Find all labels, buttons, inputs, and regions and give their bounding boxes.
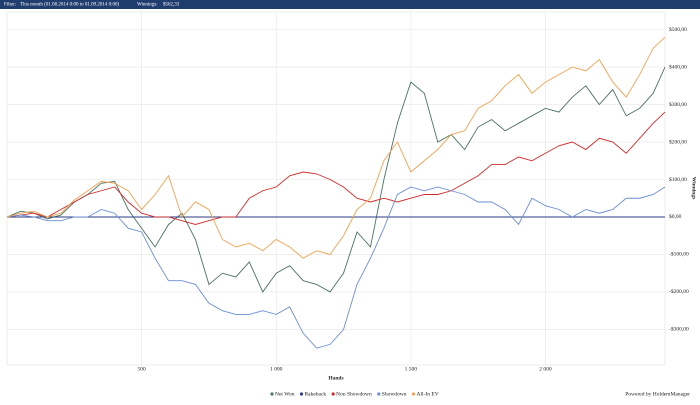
y-tick-label: $400,00 bbox=[669, 63, 687, 70]
header-bar bbox=[0, 0, 700, 9]
legend-marker bbox=[411, 392, 416, 396]
filter-text: This month (01.08.2014 0:00 to 01.09.201… bbox=[20, 3, 120, 8]
series-line bbox=[6, 186, 666, 349]
legend-marker bbox=[377, 392, 381, 396]
series-line bbox=[6, 36, 666, 259]
x-tick-label: 1 500 bbox=[405, 366, 418, 372]
filter-label: Filter: bbox=[4, 3, 16, 8]
y-tick-label: $100,00 bbox=[669, 176, 687, 183]
legend-marker bbox=[299, 392, 304, 396]
y-tick-label: $500,00 bbox=[669, 26, 687, 33]
legend-marker bbox=[270, 392, 274, 396]
legend-label: All-In EV bbox=[417, 391, 439, 397]
y-tick-label: $300,00 bbox=[669, 101, 687, 108]
legend-label: Showdown bbox=[382, 391, 407, 397]
plot-area bbox=[6, 11, 666, 366]
legend-label: Net Won bbox=[275, 391, 295, 397]
y-tick-label: -$100,00 bbox=[669, 251, 689, 258]
series-line bbox=[6, 111, 666, 225]
watermark: Powered by HoldemManager bbox=[625, 391, 690, 397]
legend-marker bbox=[331, 392, 335, 396]
x-axis-title: Hands bbox=[328, 375, 343, 381]
y-tick-label: $200,00 bbox=[669, 138, 687, 145]
legend-label: Rakeback bbox=[304, 391, 326, 397]
y-tick-label: $0,00 bbox=[669, 213, 682, 220]
y-tick-label: -$300,00 bbox=[669, 326, 689, 333]
x-tick-label: 500 bbox=[137, 366, 146, 372]
x-tick-label: 1 000 bbox=[270, 366, 283, 372]
y-tick-label: -$200,00 bbox=[669, 288, 689, 295]
x-tick-label: 2 000 bbox=[539, 366, 552, 372]
series-line bbox=[6, 66, 666, 293]
legend-label: Non Showdown bbox=[336, 391, 372, 397]
y-axis-title: Winnings bbox=[691, 177, 697, 200]
winnings-label: Winnings: bbox=[137, 3, 158, 8]
winnings-value: $562,33 bbox=[163, 3, 180, 8]
